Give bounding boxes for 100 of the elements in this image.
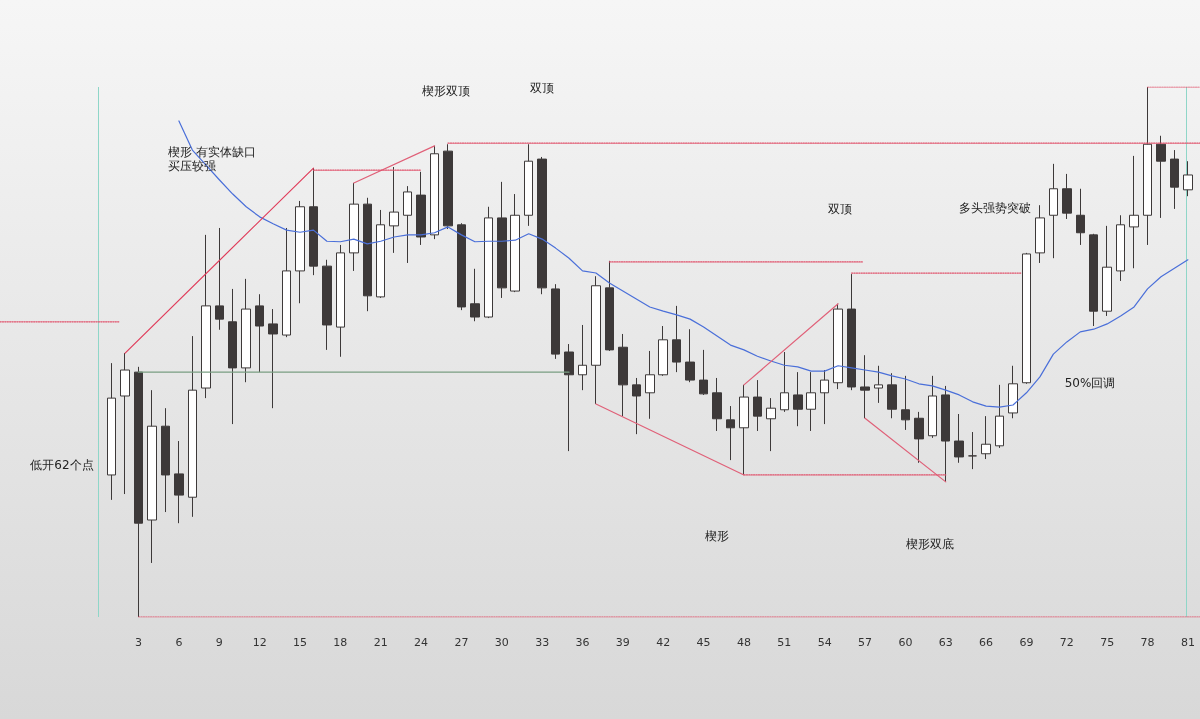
candlestick	[443, 143, 453, 230]
candlestick	[1129, 155, 1139, 269]
x-tick-label: 18	[333, 636, 348, 649]
candlestick	[376, 209, 385, 299]
candlestick	[201, 234, 211, 399]
candlestick	[1035, 204, 1045, 264]
candlestick	[887, 372, 897, 419]
x-tick-label: 78	[1140, 636, 1155, 649]
candlestick	[1062, 173, 1072, 220]
x-tick-label: 15	[293, 636, 307, 649]
candlestick	[578, 324, 587, 391]
x-tick-label: 48	[736, 636, 751, 649]
candlestick	[349, 182, 359, 272]
x-tick-label: 24	[414, 636, 429, 649]
candlestick	[1102, 225, 1112, 317]
annotation: 低开62个点	[30, 458, 94, 472]
candlestick	[255, 293, 264, 373]
candlestick	[847, 273, 856, 391]
annotation: 楔形 有实体缺口	[168, 145, 256, 159]
candlestick	[403, 185, 412, 264]
annotation: 50%回调	[1064, 376, 1116, 390]
candlestick	[672, 305, 681, 373]
candlestick	[793, 371, 803, 427]
candlestick	[537, 156, 547, 295]
x-tick-label: 54	[817, 636, 832, 649]
candlestick	[1116, 214, 1125, 282]
x-tick-label: 63	[938, 636, 953, 649]
candlestick	[524, 143, 533, 227]
candlestick	[295, 200, 305, 304]
x-tick-label: 36	[575, 636, 590, 649]
candlestick	[780, 351, 789, 413]
candlestick	[806, 371, 816, 432]
candlestick	[1183, 160, 1193, 197]
candlestick	[1089, 233, 1098, 327]
candlestick	[564, 343, 574, 452]
candlestick	[658, 325, 668, 377]
candlestick	[215, 227, 224, 331]
x-tick-label: 66	[979, 636, 994, 649]
x-tick-label: 30	[494, 636, 509, 649]
candlestick	[766, 397, 776, 452]
candlestick	[120, 352, 130, 495]
candlestick	[618, 333, 628, 417]
candlestick	[309, 167, 318, 276]
candlestick	[712, 377, 722, 432]
candlestick	[901, 375, 910, 431]
candlestick	[833, 303, 843, 390]
candlestick	[645, 350, 655, 420]
candlestick	[107, 362, 116, 501]
candlestick	[753, 379, 762, 432]
x-tick-label: 27	[454, 636, 469, 649]
candlestick	[551, 283, 560, 360]
candlestick	[874, 365, 883, 404]
candlestick	[241, 278, 251, 383]
candlestick	[968, 431, 977, 470]
candlestick	[1008, 365, 1018, 419]
candlestick	[699, 349, 708, 396]
candlestick	[497, 181, 507, 299]
candlestick	[995, 384, 1004, 449]
candlestick	[174, 440, 184, 524]
candlestick	[860, 354, 870, 419]
x-tick-label: 51	[777, 636, 792, 649]
candlestick	[954, 413, 964, 464]
annotation: 楔形	[705, 529, 729, 543]
x-tick-label: 9	[215, 636, 223, 649]
candlestick	[147, 389, 157, 564]
candlestick	[1022, 252, 1031, 385]
candlestick	[685, 328, 695, 383]
candlestick	[228, 288, 237, 425]
annotation: 双顶	[530, 81, 554, 95]
candlestick	[510, 193, 520, 293]
candlestick	[336, 244, 345, 358]
candlestick	[389, 166, 399, 254]
candlestick	[282, 227, 291, 338]
candlestick	[470, 268, 480, 322]
candlestick	[739, 384, 749, 476]
x-tick-label: 57	[858, 636, 873, 649]
candlestick	[820, 369, 829, 425]
x-tick-label: 3	[135, 636, 143, 649]
candlestick	[1143, 86, 1152, 246]
annotation: 楔形双底	[906, 537, 954, 551]
candlestick	[430, 145, 439, 240]
candlestick	[363, 197, 372, 312]
x-tick-label: 81	[1180, 636, 1195, 649]
candlestick	[134, 366, 143, 618]
annotation: 双顶	[828, 202, 852, 216]
candlestick	[322, 259, 332, 351]
x-tick-label: 72	[1059, 636, 1074, 649]
candlestick	[268, 308, 278, 409]
candlestick	[188, 335, 197, 518]
annotation: 楔形双顶	[422, 84, 470, 98]
candlestick	[928, 375, 937, 439]
x-tick-label: 75	[1100, 636, 1115, 649]
candlestick	[632, 377, 641, 435]
candlestick	[726, 405, 735, 461]
candlestick	[161, 407, 170, 513]
candlestick	[484, 206, 493, 319]
x-tick-label: 6	[175, 636, 183, 649]
x-tick-label: 42	[656, 636, 671, 649]
x-tick-label: 60	[898, 636, 913, 649]
x-tick-label: 45	[696, 636, 711, 649]
